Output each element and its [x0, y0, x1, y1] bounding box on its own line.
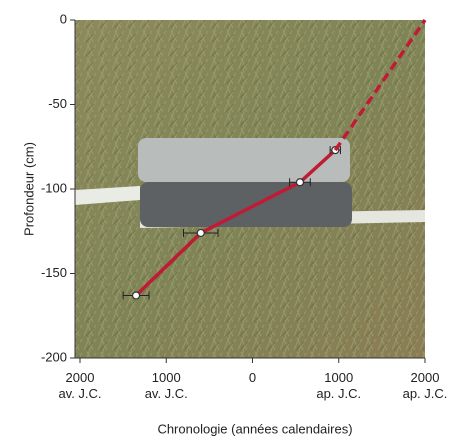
y-tick-label: -200: [41, 349, 67, 364]
x-axis-label: Chronologie (années calendaires): [157, 421, 352, 436]
x-tick-label: 1000 av. J.C.: [144, 370, 188, 401]
y-tick-label: -100: [41, 180, 67, 195]
x-tick-label: 0: [248, 370, 257, 385]
series-line: [333, 19, 427, 152]
x-tick-label: 1000 ap. J.C.: [316, 370, 362, 401]
y-tick-label: 0: [60, 11, 67, 26]
data-point: [196, 228, 205, 238]
y-axis-label: Profondeur (cm): [21, 142, 36, 236]
y-tick-label: -50: [48, 96, 67, 111]
x-tick-label: 2000 ap. J.C.: [402, 370, 448, 401]
data-point: [295, 178, 305, 187]
data-point: [131, 291, 141, 300]
x-tick-label: 2000 av. J.C.: [58, 370, 102, 401]
y-tick-label: -150: [41, 265, 67, 280]
series-line: [134, 148, 337, 297]
photo-background: [75, 20, 425, 358]
